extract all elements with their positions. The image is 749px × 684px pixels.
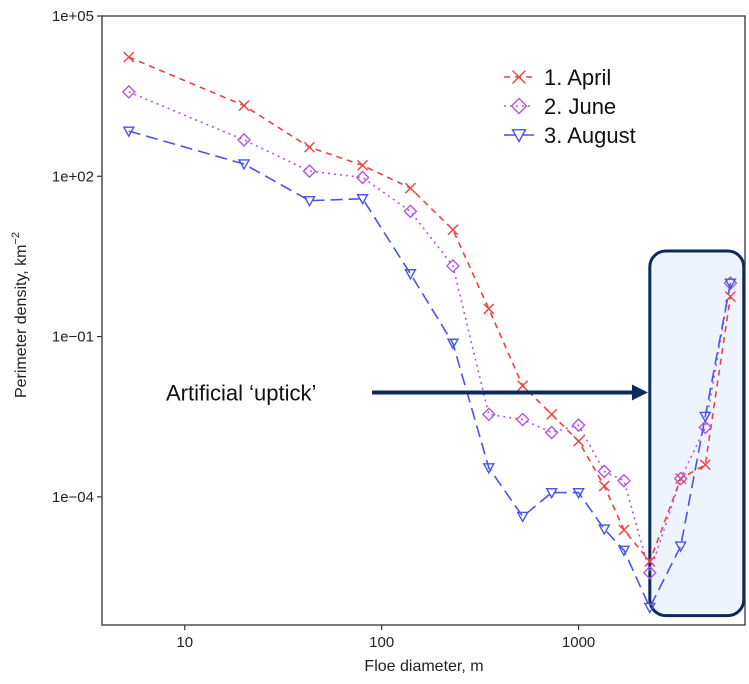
series-1-point-11: [618, 524, 630, 536]
series-3-point-4: [404, 269, 417, 281]
series-1-point-8: [546, 408, 558, 420]
series-line-3: [128, 130, 732, 610]
series-2-point-11: [616, 473, 631, 488]
y-tick-label-3: 1e+05: [52, 8, 94, 25]
series-2-point-12: [642, 565, 657, 580]
legend: 1. April 2. June 3. August: [504, 65, 636, 148]
y-tick-label-0: 1e−04: [52, 489, 94, 506]
series-3-point-14: [699, 411, 712, 423]
series-3-point-15: [724, 278, 737, 290]
legend-marker-1: [512, 70, 526, 84]
series-2-point-0: [121, 84, 136, 99]
series-3-point-12: [643, 602, 657, 614]
series-3-point-3: [356, 194, 369, 206]
series-2-point-14: [698, 420, 713, 435]
series-3-point-8: [545, 487, 558, 500]
legend-label-2: 2. June: [544, 94, 616, 119]
y-axis-title: Perimeter density, km−2: [10, 232, 30, 398]
series-1-point-7: [517, 380, 529, 392]
y-axis-title-superscript: −2: [10, 232, 22, 245]
series-1-point-3: [357, 159, 369, 171]
series-2-point-8: [544, 425, 559, 440]
series-1-point-2: [303, 141, 315, 153]
series-3-point-1: [237, 159, 251, 171]
annotation-label: Artificial ‘uptick’: [166, 380, 316, 405]
series-1-point-1: [238, 100, 250, 112]
series-2-point-10: [597, 464, 612, 479]
series-2-point-6: [481, 407, 496, 422]
series-1-point-5: [447, 224, 459, 236]
series-3: [122, 126, 737, 614]
series-1-point-4: [404, 182, 416, 194]
legend-label-3: 3. August: [544, 123, 636, 148]
series-3-point-9: [572, 487, 585, 500]
plot-panel-border: [101, 15, 746, 626]
series-1-point-6: [483, 303, 495, 315]
legend-marker-3: [511, 129, 527, 143]
series-2-point-3: [355, 170, 370, 185]
x-tick-label-1: 100: [369, 634, 394, 651]
series-2-point-9: [571, 418, 586, 433]
series-3-point-10: [598, 524, 611, 536]
annotation-arrow-head: [631, 384, 648, 401]
x-tick-label-0: 10: [176, 634, 193, 651]
series-3-point-5: [446, 338, 460, 350]
x-axis-title: Floe diameter, m: [364, 658, 483, 675]
series-2-point-4: [403, 204, 418, 219]
series-3-point-13: [674, 541, 687, 553]
x-axis-ticks: 10 100 1000: [176, 625, 595, 651]
series-2-point-13: [673, 471, 688, 486]
series-3-point-7: [516, 511, 529, 523]
series-2-point-2: [302, 164, 317, 179]
y-tick-label-1: 1e−01: [52, 329, 94, 346]
y-axis-title-main: Perimeter density, km: [13, 245, 30, 399]
series-layer: [121, 51, 738, 614]
series-1-point-14: [699, 459, 711, 471]
series-1-point-10: [598, 480, 610, 492]
x-tick-label-2: 1000: [562, 634, 595, 651]
series-3-point-6: [482, 463, 495, 475]
series-2-point-5: [445, 258, 460, 273]
series-2: [121, 84, 738, 580]
series-line-1: [128, 56, 732, 563]
legend-marker-2: [510, 97, 528, 115]
series-3-point-2: [303, 195, 316, 208]
y-axis-ticks: 1e−04 1e−01 1e+02 1e+05: [52, 8, 102, 506]
series-1-point-9: [573, 435, 585, 447]
series-1-point-0: [123, 51, 135, 63]
legend-label-1: 1. April: [544, 65, 611, 90]
y-tick-label-2: 1e+02: [52, 168, 94, 185]
series-3-point-11: [617, 545, 631, 557]
series-2-point-7: [515, 412, 530, 427]
series-2-point-1: [237, 132, 252, 147]
series-3-point-0: [122, 126, 136, 138]
